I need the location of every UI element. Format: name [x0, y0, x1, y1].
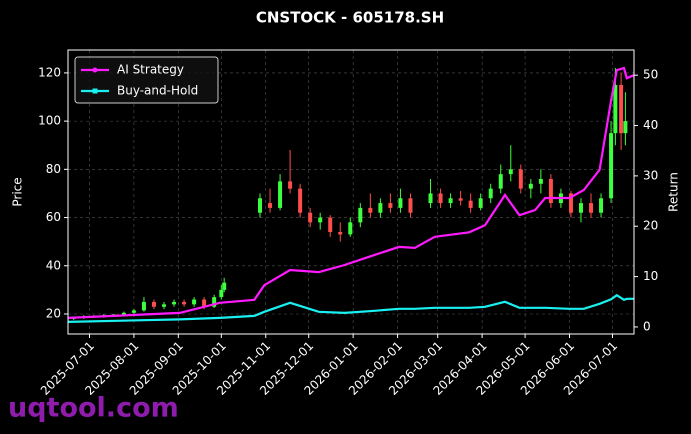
candle-body	[222, 282, 227, 290]
candle-body	[328, 217, 333, 233]
candle-body	[288, 181, 293, 189]
candle-body	[141, 301, 146, 311]
candle-body	[398, 198, 403, 208]
y2-tick-label: 40	[643, 118, 658, 132]
y2-tick-label: 10	[643, 269, 658, 283]
y-tick-label: 100	[38, 114, 61, 128]
candle-body	[408, 198, 413, 213]
candle-body	[468, 200, 473, 208]
candle-body	[508, 169, 513, 175]
y-tick-label: 40	[46, 258, 61, 272]
candle-body	[428, 193, 433, 204]
legend-marker	[92, 88, 98, 94]
candle-body	[151, 301, 156, 307]
candle-body	[268, 203, 273, 208]
y2-axis-label: Return	[667, 172, 681, 212]
candle-body	[308, 212, 313, 223]
candle-body	[623, 121, 628, 134]
y-tick-label: 20	[46, 306, 61, 320]
legend-marker	[92, 67, 98, 73]
candle-body	[548, 178, 553, 204]
candle-body	[578, 203, 583, 213]
line-series	[67, 66, 635, 319]
candle-body	[458, 198, 463, 201]
candle-body	[258, 198, 263, 213]
candle-body	[182, 301, 187, 305]
y2-tick-label: 20	[643, 219, 658, 233]
candle-body	[518, 169, 523, 189]
candle-body	[488, 188, 493, 199]
candle-body	[599, 198, 604, 213]
candle-body	[131, 310, 136, 313]
y-axis-label: Price	[11, 177, 25, 206]
candle-body	[121, 312, 126, 315]
y2-tick-label: 0	[643, 319, 651, 333]
plot-frame	[67, 49, 635, 335]
candle-body	[368, 207, 373, 213]
candle-body	[202, 299, 207, 307]
candle-body	[348, 222, 353, 235]
y2-tick-label: 50	[643, 68, 658, 82]
candle-body	[589, 203, 594, 213]
y2-tick-label: 30	[643, 168, 658, 182]
candle-body	[358, 207, 363, 223]
candle-body	[388, 203, 393, 208]
candle-body	[212, 297, 217, 307]
y-tick-label: 120	[38, 65, 61, 79]
legend-label: Buy-and-Hold	[117, 84, 198, 98]
candle-body	[298, 188, 303, 213]
candle-body	[613, 84, 618, 134]
y-tick-label: 80	[46, 162, 61, 176]
candle-body	[448, 198, 453, 204]
chart-title: CNSTOCK - 605178.SH	[256, 9, 444, 27]
candle-body	[438, 193, 443, 204]
candle-body	[318, 217, 323, 223]
candle-body	[172, 301, 177, 305]
candle-body	[278, 181, 283, 208]
candle-body	[338, 232, 343, 235]
watermark: uqtool.com	[8, 393, 179, 424]
candle-body	[498, 174, 503, 189]
candle-body	[378, 203, 383, 213]
candle-body	[192, 299, 197, 305]
candle-body	[162, 304, 167, 307]
candle-body	[219, 289, 224, 298]
candle-body	[478, 198, 483, 208]
line-series	[67, 293, 634, 323]
candle-body	[609, 133, 614, 199]
legend-label: AI Strategy	[117, 63, 184, 77]
candle-body	[619, 84, 624, 134]
candle-body	[568, 193, 573, 213]
candle-body	[528, 183, 533, 189]
candle-body	[538, 178, 543, 184]
y-tick-label: 60	[46, 210, 61, 224]
legend-box	[74, 56, 219, 104]
